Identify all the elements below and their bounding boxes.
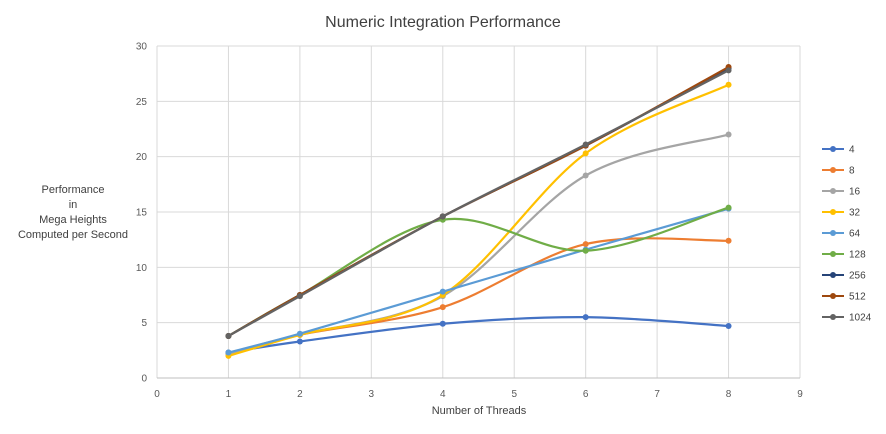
data-point	[439, 320, 446, 327]
legend-swatch-marker	[830, 146, 836, 152]
legend-swatch-marker	[830, 314, 836, 320]
y-tick-label: 20	[136, 152, 148, 163]
series-line	[227, 66, 730, 337]
legend-swatch-marker	[830, 209, 836, 215]
y-tick-label: 10	[136, 263, 148, 274]
x-tick-label: 4	[440, 389, 446, 400]
x-tick-label: 3	[369, 389, 375, 400]
y-axis-title: Performance in Mega Heights Computed per Se…	[18, 184, 128, 241]
legend-swatch-marker	[830, 230, 836, 236]
gridlines	[156, 45, 801, 378]
legend-item: 512	[822, 292, 866, 303]
data-point	[439, 288, 446, 295]
data-point	[725, 204, 732, 211]
legend-label: 128	[849, 250, 866, 261]
y-axis-title-line: Computed per Second	[18, 229, 128, 241]
legend-label: 4	[849, 145, 855, 156]
series-32	[225, 81, 732, 359]
data-point	[582, 141, 589, 148]
data-point	[296, 330, 303, 337]
y-tick-label: 5	[141, 318, 147, 329]
data-point	[296, 293, 303, 300]
legend-label: 1024	[849, 313, 872, 324]
series-layer	[225, 64, 732, 359]
legend-swatch-marker	[830, 251, 836, 257]
y-tick-label: 15	[136, 208, 148, 219]
x-tick-label: 6	[583, 389, 589, 400]
legend-item: 16	[822, 187, 861, 198]
y-axis-title-line: Performance	[42, 184, 105, 196]
legend-label: 64	[849, 229, 861, 240]
legend-item: 4	[822, 145, 855, 156]
x-tick-label: 5	[511, 389, 517, 400]
data-point	[725, 131, 732, 138]
data-point	[439, 304, 446, 311]
legend-item: 32	[822, 208, 861, 219]
y-axis-title-line: in	[69, 199, 78, 211]
series-128	[225, 204, 732, 339]
legend-item: 64	[822, 229, 861, 240]
legend-swatch-marker	[830, 272, 836, 278]
data-point	[296, 338, 303, 345]
data-point	[225, 332, 232, 339]
data-point	[582, 150, 589, 157]
x-tick-label: 7	[654, 389, 660, 400]
data-point	[225, 349, 232, 356]
chart-title: Numeric Integration Performance	[325, 14, 561, 31]
y-tick-label: 25	[136, 97, 148, 108]
data-point	[582, 314, 589, 321]
series-line	[228, 207, 729, 354]
data-point	[582, 172, 589, 179]
legend-label: 8	[849, 166, 855, 177]
x-tick-label: 0	[154, 389, 160, 400]
x-tick-label: 2	[297, 389, 303, 400]
data-point	[582, 247, 589, 254]
legend-label: 32	[849, 208, 861, 219]
series-line	[228, 83, 730, 357]
y-tick-label: 30	[136, 42, 148, 53]
legend-item: 128	[822, 250, 866, 261]
data-point	[725, 81, 732, 88]
data-point	[725, 67, 732, 74]
series-line	[228, 237, 729, 355]
legend-item: 8	[822, 166, 855, 177]
legend-swatch-marker	[830, 293, 836, 299]
data-point	[725, 237, 732, 244]
series-64	[225, 205, 732, 356]
y-tick-label: 0	[141, 374, 147, 385]
legend-label: 512	[849, 292, 866, 303]
legend: 4 8 16 32 64 128 256 512 1024	[822, 145, 872, 324]
legend-swatch-marker	[830, 167, 836, 173]
data-point	[725, 322, 732, 329]
legend-item: 1024	[822, 313, 872, 324]
series-1024	[225, 67, 732, 339]
legend-label: 16	[849, 187, 861, 198]
x-tick-label: 8	[726, 389, 732, 400]
x-tick-label: 1	[226, 389, 232, 400]
legend-label: 256	[849, 271, 866, 282]
series-line	[227, 206, 729, 337]
y-axis-title-line: Mega Heights	[39, 214, 107, 226]
x-axis-title: Number of Threads	[432, 405, 527, 417]
legend-item: 256	[822, 271, 866, 282]
axes: 0 1 2 3 4 5 6 7 8 9 0 5 10 15 20 25 30	[136, 42, 803, 401]
x-tick-label: 9	[797, 389, 803, 400]
data-point	[582, 241, 589, 248]
legend-swatch-marker	[830, 188, 836, 194]
series-line	[227, 69, 730, 337]
data-point	[439, 213, 446, 220]
